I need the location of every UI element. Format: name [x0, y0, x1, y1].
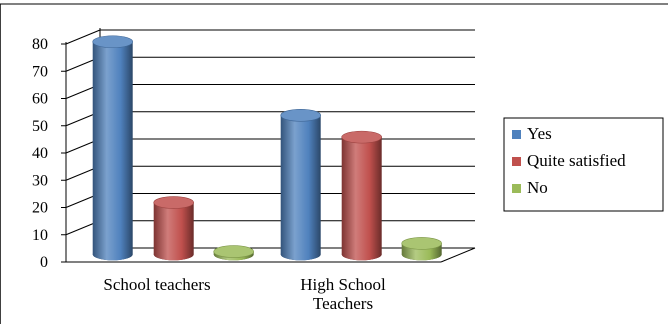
y-tick-label: 70: [32, 63, 48, 80]
y-tick-label: 60: [32, 91, 48, 108]
bar-no-high-school-teachers: [401, 237, 443, 261]
bars: [92, 35, 443, 261]
y-tick-label: 30: [32, 172, 48, 189]
y-tick-label: 20: [32, 200, 48, 217]
bar-top: [280, 109, 322, 122]
x-axis-labels: School teachers High School Teachers: [103, 275, 386, 313]
bar-body: [153, 202, 194, 261]
bar-body: [92, 41, 133, 261]
bar-top: [341, 130, 383, 144]
gridline-diagonal: [65, 29, 101, 45]
bar-body: [280, 115, 321, 261]
bar-quite-satisfied-high-school-teachers: [341, 130, 383, 261]
y-tick-label: 50: [32, 118, 48, 135]
legend-swatch-no: [512, 184, 521, 193]
floor-right-edge: [440, 247, 476, 263]
y-tick-label: 40: [32, 145, 48, 162]
chart-border: [0, 3, 668, 324]
legend-label-no: No: [527, 178, 548, 197]
legend-swatch-quite-satisfied: [512, 157, 521, 166]
bar-top: [213, 245, 254, 258]
y-axis-ticks: 0 10 20 30 40 50 60 70 80: [32, 36, 66, 271]
x-tick-label: School teachers: [103, 275, 210, 294]
legend-box: [503, 117, 664, 212]
x-tick-label: High School Teachers: [300, 275, 386, 313]
bar-top: [401, 237, 443, 250]
y-tick-label: 10: [32, 227, 48, 244]
y-tick-label: 80: [32, 36, 48, 53]
y-tick-label: 0: [40, 254, 48, 271]
legend-label-quite-satisfied: Quite satisfied: [527, 151, 626, 170]
bar-yes-school-teachers: [92, 35, 133, 261]
legend-label-yes: Yes: [527, 124, 552, 143]
bar-body: [341, 137, 382, 261]
bar-yes-high-school-teachers: [280, 109, 322, 261]
bar-top: [92, 35, 133, 49]
bar-no-school-teachers: [213, 245, 254, 261]
bar-quite-satisfied-school-teachers: [153, 196, 194, 261]
legend-swatch-yes: [512, 130, 521, 139]
legend: Yes Quite satisfied No: [503, 117, 664, 212]
bar-top: [153, 196, 194, 209]
